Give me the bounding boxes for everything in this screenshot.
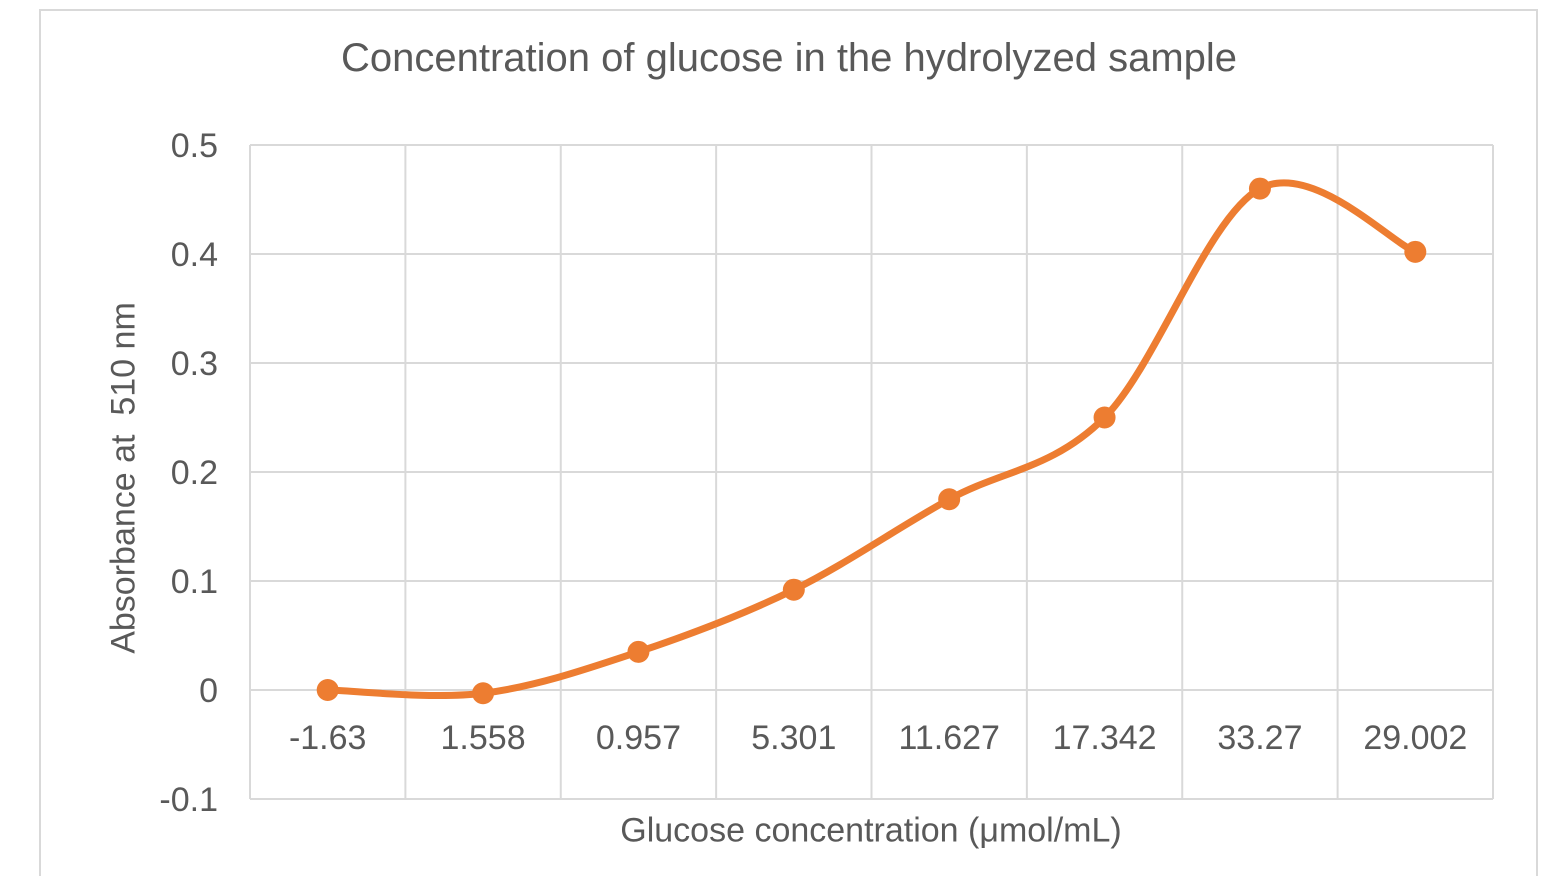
x-axis-tick-label: 17.342: [1053, 719, 1157, 757]
x-axis-tick-label: 11.627: [898, 719, 999, 757]
y-axis-tick-label: 0.5: [171, 127, 218, 165]
x-axis-tick-label: 1.558: [441, 719, 526, 757]
chart-frame: [39, 9, 1538, 876]
x-axis-tick-label: -1.63: [289, 719, 367, 757]
y-axis-tick-label: 0.3: [171, 345, 218, 383]
x-axis-title: Glucose concentration (μmol/mL): [620, 811, 1122, 850]
chart-title: Concentration of glucose in the hydrolyz…: [340, 36, 1238, 80]
y-axis-tick-label: -0.1: [159, 781, 218, 819]
data-point-marker: [472, 682, 495, 705]
data-point-marker: [1093, 406, 1116, 429]
x-axis-tick-label: 5.301: [751, 719, 836, 757]
y-axis-tick-label: 0.4: [171, 236, 218, 274]
x-axis-tick-label: 33.27: [1217, 719, 1302, 757]
y-axis-tick-label: 0: [199, 672, 218, 710]
data-point-marker: [938, 488, 961, 511]
data-point-marker: [1404, 240, 1427, 263]
x-axis-tick-label: 29.002: [1363, 719, 1467, 757]
data-point-marker: [316, 679, 339, 701]
data-point-marker: [782, 578, 805, 601]
data-point-marker: [1248, 177, 1271, 200]
y-axis-tick-label: 0.1: [171, 563, 218, 601]
x-axis-tick-label: 0.957: [596, 719, 681, 757]
data-point-marker: [627, 640, 650, 663]
y-axis-tick-label: 0.2: [171, 454, 218, 492]
